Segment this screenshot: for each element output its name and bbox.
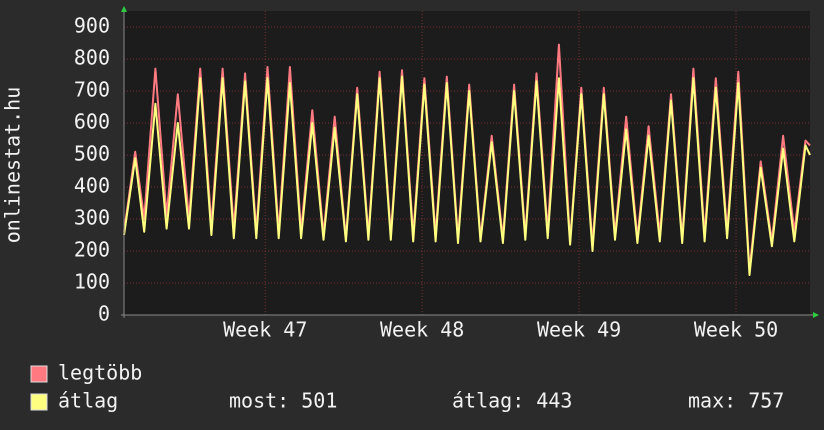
y-tick-label: 400: [74, 174, 110, 198]
x-tick-label: Week 50: [694, 318, 778, 342]
axis-arrow: [121, 6, 127, 12]
y-tick-label: 0: [98, 302, 110, 326]
y-tick-label: 200: [74, 238, 110, 262]
x-tick-label: Week 48: [380, 318, 464, 342]
legend-label: átlag: [58, 389, 118, 413]
axis-arrow: [813, 312, 819, 318]
stat: most: 501: [229, 389, 337, 413]
lines: [123, 43, 811, 276]
x-tick-label: Week 49: [537, 318, 621, 342]
stat: átlag: 443: [452, 389, 572, 413]
legend: legtöbb átlag most: 501 átlag: 443 max: 757: [30, 361, 784, 413]
legend-swatch: [30, 393, 48, 411]
y-tick-label: 300: [74, 206, 110, 230]
y-tick-label: 800: [74, 46, 110, 70]
x-tick-label: Week 47: [223, 318, 307, 342]
legend-swatch: [30, 365, 48, 383]
y-tick-label: 700: [74, 78, 110, 102]
y-tick-label: 500: [74, 142, 110, 166]
y-tick-label: 600: [74, 110, 110, 134]
y-axis-label: onlinestat.hu: [1, 87, 25, 244]
y-tick-label: 900: [74, 14, 110, 38]
stat: max: 757: [688, 389, 784, 413]
legend-label: legtöbb: [58, 361, 142, 385]
plot-area: [124, 11, 810, 315]
y-tick-label: 100: [74, 270, 110, 294]
series-line: [123, 75, 811, 276]
